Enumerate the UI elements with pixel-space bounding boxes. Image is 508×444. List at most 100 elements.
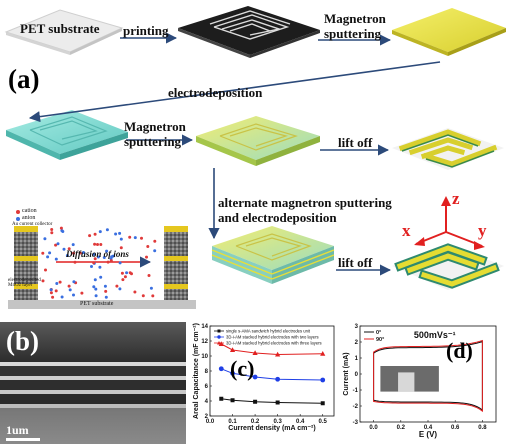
ion-dot	[93, 278, 97, 282]
ion-dot	[67, 284, 71, 288]
ion-dot	[140, 236, 143, 240]
chart-c-point	[218, 366, 224, 372]
chart-d-xtick-label: 0.8	[478, 425, 487, 431]
ion-dot	[50, 228, 54, 231]
ion-dot	[118, 287, 122, 291]
panel-a-letter: (a)	[8, 64, 40, 94]
ion-dot	[103, 284, 107, 288]
chart-c-point	[275, 351, 281, 357]
electrodeposition-label: electrodeposition	[168, 85, 263, 100]
chart-c-point	[275, 376, 281, 382]
ion-dot	[55, 282, 59, 285]
ion-dot	[60, 295, 64, 299]
ion-dot	[72, 293, 75, 297]
ion-dot	[51, 295, 55, 299]
ion-dot	[41, 251, 45, 255]
ion-dot	[153, 239, 157, 243]
electrodeposited-substrate	[6, 110, 128, 160]
chart-c-xtick-label: 0.4	[296, 419, 305, 425]
chart-d-xtick-label: 0.4	[424, 425, 433, 431]
legend-anion: anion	[22, 215, 36, 221]
chart-d-ytick-label: -3	[353, 420, 359, 426]
chart-c-point	[218, 341, 224, 346]
chart-c-point	[229, 347, 236, 352]
chart-d-ytick-label: 0	[355, 372, 359, 378]
magnetron-label-1: Magnetron	[324, 11, 386, 26]
chart-c-ytick-label: 6	[205, 384, 209, 390]
stacked-substrate	[211, 226, 335, 284]
ion-dot	[109, 259, 113, 263]
ion-dot	[54, 243, 58, 247]
ion-dot	[128, 235, 132, 239]
ion-diffusion-inset	[6, 206, 198, 310]
diffusion-label: Diffusion of ions	[66, 249, 129, 259]
panel-c-letter: (c)	[230, 356, 255, 381]
ion-dot	[50, 231, 54, 235]
ion-dot	[99, 275, 103, 279]
ion-dot	[72, 280, 76, 284]
chart-c-ytick-label: 14	[201, 324, 208, 330]
chart-c-ytick-label: 4	[205, 399, 209, 405]
ion-dot	[118, 261, 122, 265]
chart-c-ytick-label: 2	[205, 414, 209, 420]
pet-substrate-label: PET substrate	[20, 21, 100, 36]
chart-c-legend-label: single s-AMA sandwich hybrid electrodes …	[226, 329, 311, 334]
sputtering-label-2: sputtering	[124, 134, 182, 149]
chart-d-ytick-label: 1	[355, 356, 359, 362]
ion-dot	[71, 243, 75, 247]
chart-c-ytick-label: 10	[201, 354, 208, 360]
ion-dot	[93, 257, 97, 261]
ion-dot	[133, 290, 137, 294]
chart-c-xtick-label: 0.0	[206, 419, 215, 425]
axis-x-label: x	[402, 221, 411, 240]
chart-c-point	[219, 396, 224, 401]
chart-c-legend-marker	[217, 341, 221, 345]
chart-d-legend-label: 0°	[376, 330, 381, 336]
ion-dot	[99, 243, 103, 246]
ion-dot	[133, 236, 137, 240]
printed-substrate	[178, 6, 320, 58]
chart-c-legend-label: 3D-i-AM stacked hybrid electrodes with t…	[226, 341, 322, 346]
layer-label: electrodeposited MnO2 layer	[8, 278, 41, 288]
ion-dot	[92, 261, 96, 265]
ion-dot	[141, 294, 145, 298]
ion-dot	[105, 228, 109, 232]
chart-d-ytick-label: 2	[355, 340, 359, 346]
chart-d-title: 500mVs⁻¹	[414, 330, 456, 340]
lift-off-label-1: lift off	[338, 135, 373, 150]
stacked-electrode-final	[392, 196, 504, 290]
ion-dot	[56, 242, 60, 246]
chart-c-xtick-label: 0.1	[228, 419, 237, 425]
ion-dot	[78, 251, 82, 255]
chart-d-xtick-label: 0.2	[397, 425, 406, 431]
panel-b-letter: (b)	[6, 326, 39, 356]
ion-dot	[147, 274, 151, 277]
chart-d-photo-device	[398, 372, 415, 392]
axis-y-label: y	[478, 221, 487, 240]
flow-arrows	[28, 32, 441, 276]
ion-dot	[93, 232, 97, 236]
pet-substrate-slab	[4, 9, 124, 55]
chart-c-xlabel: Current density (mA cm⁻²)	[228, 425, 315, 432]
ion-dot	[80, 291, 84, 295]
ion-dot	[92, 285, 96, 289]
chart-c-xtick-label: 0.5	[319, 419, 328, 425]
ion-dot	[119, 246, 123, 250]
chart-d-xtick-label: 0.6	[451, 425, 460, 431]
ion-dot	[120, 271, 124, 275]
ion-dot	[98, 230, 102, 234]
ion-dot	[102, 256, 106, 259]
ion-dot	[96, 243, 99, 246]
chart-c: 0.0 0.1 0.2 0.3 0.4 0.5 2 4 6 8 10 12 14 Current dens…	[193, 323, 335, 432]
scale-bar	[6, 438, 40, 441]
sputtering-label-1: sputtering	[324, 26, 382, 41]
chart-c-xtick-label: 0.2	[251, 419, 260, 425]
chart-c-point	[320, 377, 326, 383]
chart-c-point	[252, 350, 258, 355]
ion-dot	[60, 229, 64, 233]
ion-dot	[67, 247, 71, 251]
chart-c-ylabel: Areal Capacitance (mF cm⁻²)	[193, 323, 200, 419]
sputtered-substrate	[392, 8, 506, 56]
ion-dot	[145, 255, 148, 259]
chart-c-point	[253, 399, 258, 404]
